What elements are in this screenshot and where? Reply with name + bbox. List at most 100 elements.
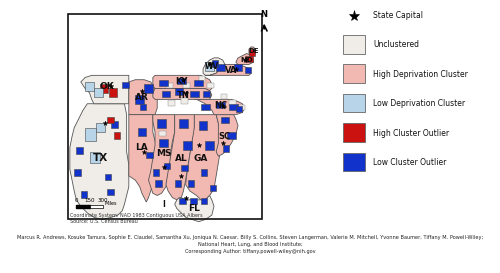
Bar	[153, 169, 160, 176]
Bar	[146, 152, 153, 158]
Bar	[96, 123, 105, 132]
Text: MS: MS	[156, 150, 172, 158]
Polygon shape	[249, 47, 256, 56]
Polygon shape	[236, 54, 254, 64]
Bar	[249, 49, 256, 56]
Text: NC: NC	[214, 102, 227, 110]
Bar	[220, 94, 227, 99]
Bar	[136, 95, 144, 104]
Bar	[160, 80, 168, 86]
Bar	[184, 141, 192, 150]
Text: VA: VA	[226, 67, 237, 75]
Bar	[190, 91, 198, 97]
Bar	[160, 139, 168, 147]
Bar	[244, 56, 254, 62]
Bar	[174, 180, 181, 187]
Bar	[220, 117, 230, 123]
Bar	[138, 128, 146, 136]
Polygon shape	[166, 115, 194, 200]
Bar	[112, 121, 118, 128]
Polygon shape	[186, 115, 220, 200]
Bar	[188, 180, 194, 187]
Bar	[208, 83, 214, 88]
Polygon shape	[216, 115, 238, 156]
Text: SC: SC	[219, 132, 231, 141]
Polygon shape	[194, 99, 244, 115]
Bar	[174, 88, 184, 95]
Bar	[236, 106, 242, 112]
Bar	[168, 100, 174, 106]
Bar	[94, 88, 102, 97]
Text: DE: DE	[248, 48, 258, 54]
Text: I: I	[162, 200, 165, 209]
Text: Low Cluster Outlier: Low Cluster Outlier	[373, 158, 446, 167]
Bar	[216, 64, 225, 71]
Bar	[164, 163, 170, 169]
Bar	[342, 64, 365, 83]
Bar	[74, 169, 81, 176]
Bar	[206, 62, 214, 71]
Polygon shape	[153, 75, 212, 91]
Bar	[201, 198, 207, 204]
Bar	[157, 119, 166, 128]
Bar	[181, 98, 188, 104]
Bar	[342, 94, 365, 112]
Bar	[214, 66, 220, 71]
Polygon shape	[153, 88, 212, 99]
Bar	[342, 123, 365, 142]
Text: LA: LA	[136, 143, 148, 152]
Bar	[85, 128, 96, 141]
Bar	[198, 121, 207, 130]
Polygon shape	[206, 64, 251, 75]
Text: Low Deprivation Cluster: Low Deprivation Cluster	[373, 99, 465, 108]
Polygon shape	[81, 75, 129, 104]
Bar	[109, 88, 117, 97]
Bar	[238, 105, 244, 110]
Bar	[144, 84, 153, 93]
Text: High Cluster Outlier: High Cluster Outlier	[373, 129, 449, 138]
Text: GA: GA	[194, 154, 208, 163]
Bar	[179, 119, 188, 128]
Bar	[177, 78, 186, 84]
Text: Marcus R. Andrews, Kosuke Tamura, Sophie E. Claudel, Samantha Xu, Joniqua N. Cae: Marcus R. Andrews, Kosuke Tamura, Sophie…	[17, 235, 483, 254]
Text: TN: TN	[177, 91, 190, 99]
Bar	[100, 84, 108, 93]
Text: WV: WV	[204, 62, 219, 71]
Bar	[222, 145, 230, 152]
Bar	[230, 104, 238, 110]
Bar	[203, 91, 209, 97]
Bar	[244, 67, 251, 73]
Polygon shape	[129, 115, 157, 202]
Bar	[81, 191, 87, 198]
Bar	[206, 141, 214, 150]
Bar	[155, 180, 162, 187]
Text: 150: 150	[84, 198, 95, 203]
Text: FL: FL	[188, 204, 200, 213]
Text: AR: AR	[135, 93, 149, 102]
Text: 0: 0	[74, 198, 78, 203]
Bar	[216, 102, 225, 108]
Polygon shape	[174, 195, 214, 222]
Bar	[201, 104, 209, 110]
Bar	[162, 91, 170, 97]
Bar	[107, 117, 114, 123]
Bar	[85, 82, 94, 91]
Bar	[114, 132, 120, 139]
Text: State Capital: State Capital	[373, 11, 423, 20]
Polygon shape	[148, 115, 174, 195]
Bar	[210, 185, 216, 191]
Bar	[201, 169, 207, 176]
Text: Coordinate System: NAD 1983 Contiguous USA Albers
Source: U.S. Census Bureau: Coordinate System: NAD 1983 Contiguous U…	[70, 213, 202, 224]
Polygon shape	[203, 58, 225, 75]
Bar	[342, 153, 365, 171]
Bar	[160, 131, 166, 136]
Text: KY: KY	[175, 78, 188, 86]
Bar	[105, 174, 112, 180]
Text: High Deprivation Cluster: High Deprivation Cluster	[373, 70, 468, 79]
Bar	[179, 198, 186, 204]
Text: AL: AL	[175, 154, 188, 163]
Bar	[198, 76, 205, 82]
Bar	[181, 165, 188, 171]
Bar	[227, 132, 236, 139]
Text: MD: MD	[240, 57, 253, 63]
